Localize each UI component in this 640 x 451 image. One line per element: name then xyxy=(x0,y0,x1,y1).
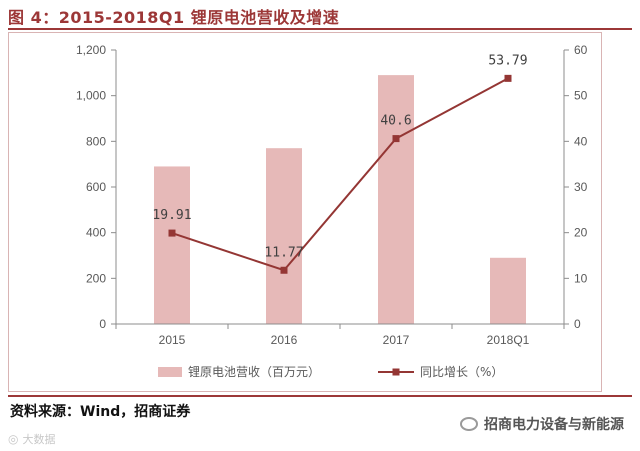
bar-revenue xyxy=(490,257,526,324)
chart-title: 图 4：2015-2018Q1 锂原电池营收及增速 xyxy=(8,8,340,27)
x-tick-label: 2016 xyxy=(271,333,298,347)
watermark: ◎ 大数据 xyxy=(8,431,55,447)
y-right-tick-label: 10 xyxy=(574,271,588,285)
growth-line xyxy=(171,77,509,272)
legend-marker-growth xyxy=(392,368,400,376)
y-right-tick-label: 60 xyxy=(574,43,588,57)
data-labels: 19.91 11.77 40.6 53.79 xyxy=(152,53,527,260)
x-tick-label: 2017 xyxy=(383,333,410,347)
brand-label: 招商电力设备与新能源 xyxy=(484,417,624,433)
line-series xyxy=(168,74,512,274)
wechat-icon xyxy=(460,417,478,431)
growth-marker xyxy=(392,135,400,143)
y-left-tick-label: 200 xyxy=(86,271,106,285)
legend-label-revenue: 锂原电池营收（百万元） xyxy=(188,364,320,379)
y-right-tick-label: 30 xyxy=(574,180,588,194)
brand-credit: 招商电力设备与新能源 xyxy=(460,414,624,434)
y-right-tick-label: 20 xyxy=(574,226,588,240)
bar-revenue xyxy=(154,166,190,324)
growth-marker xyxy=(168,229,176,237)
growth-marker xyxy=(504,74,512,82)
bar-revenue xyxy=(266,148,302,324)
watermark-logo-icon: ◎ xyxy=(8,432,19,446)
y-left-tick-label: 0 xyxy=(99,317,106,331)
y-right-tick-label: 50 xyxy=(574,89,588,103)
y-right-tick-label: 0 xyxy=(574,317,581,331)
y-right-tick-label: 40 xyxy=(574,134,588,148)
chart-frame xyxy=(8,32,602,392)
growth-data-label: 11.77 xyxy=(264,245,303,260)
footer-rule xyxy=(8,395,632,397)
x-tick-label: 2018Q1 xyxy=(487,333,530,347)
bar-series xyxy=(154,75,526,324)
legend-swatch-revenue xyxy=(158,367,182,377)
growth-marker xyxy=(280,266,288,274)
growth-data-label: 53.79 xyxy=(488,53,527,68)
title-rule xyxy=(8,28,632,30)
bar-revenue xyxy=(378,75,414,324)
y-left-tick-label: 1,000 xyxy=(76,89,106,103)
legend: 锂原电池营收（百万元） 同比增长（%） xyxy=(158,364,503,379)
y-left-tick-label: 800 xyxy=(86,134,106,148)
x-tick-label: 2015 xyxy=(159,333,186,347)
axes: 0 200 400 600 800 1,000 1,200 0 10 20 30 40 50 60 2015… xyxy=(76,43,588,347)
source-note: 资料来源：Wind，招商证券 xyxy=(10,404,191,420)
y-left-tick-label: 400 xyxy=(86,226,106,240)
y-left-tick-label: 600 xyxy=(86,180,106,194)
watermark-label: 大数据 xyxy=(22,433,56,446)
growth-data-label: 19.91 xyxy=(152,208,191,223)
y-left-tick-label: 1,200 xyxy=(76,43,106,57)
legend-label-growth: 同比增长（%） xyxy=(420,365,503,379)
growth-data-label: 40.6 xyxy=(380,114,411,129)
